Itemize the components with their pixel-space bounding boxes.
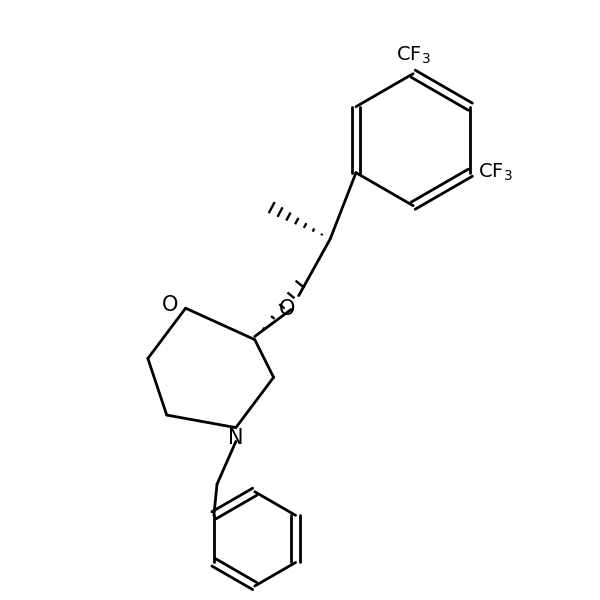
Text: O: O (279, 299, 296, 319)
Text: CF$_3$: CF$_3$ (396, 44, 430, 65)
Text: O: O (161, 295, 178, 315)
Text: CF$_3$: CF$_3$ (478, 162, 512, 184)
Text: N: N (228, 428, 244, 448)
